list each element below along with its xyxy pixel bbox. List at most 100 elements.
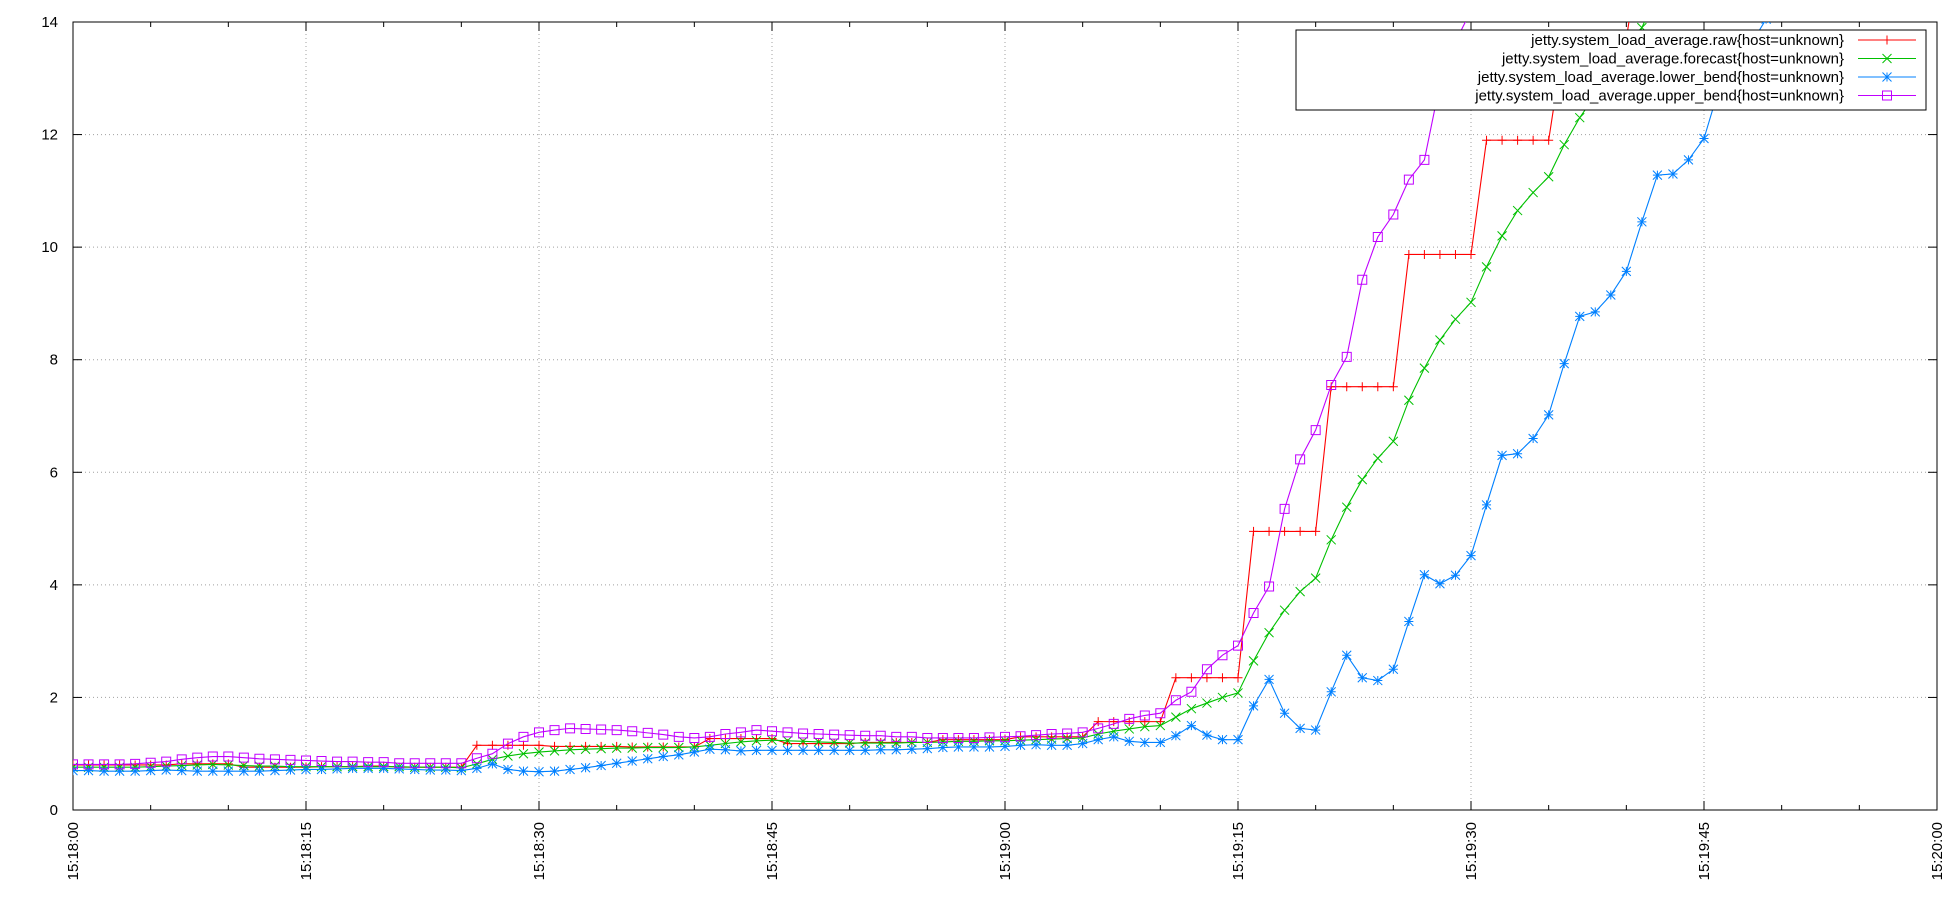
data-point (736, 737, 746, 747)
data-point (751, 745, 762, 756)
data-point (1310, 725, 1321, 735)
data-point (1528, 433, 1538, 444)
data-point (627, 743, 638, 753)
legend-swatch-marker (1882, 90, 1892, 101)
data-point (1326, 686, 1337, 697)
data-point (1124, 736, 1135, 747)
data-point (549, 746, 560, 756)
y-tick-label: 6 (50, 464, 58, 481)
series-group (73, 22, 1771, 777)
data-point (73, 759, 78, 770)
data-point (456, 765, 467, 776)
data-point (813, 729, 824, 740)
data-point (1000, 731, 1010, 742)
data-point (487, 748, 498, 759)
data-point (1310, 573, 1321, 583)
data-point (1341, 502, 1352, 513)
series-3 (73, 22, 1771, 777)
data-point (114, 759, 125, 770)
data-point (1186, 703, 1197, 714)
data-point (1264, 581, 1275, 592)
data-point (73, 765, 78, 776)
data-point (642, 753, 653, 764)
data-point (1217, 692, 1228, 703)
legend-swatch-marker (1882, 72, 1892, 82)
data-point (83, 765, 94, 776)
data-point (922, 743, 933, 754)
data-point (1435, 335, 1445, 345)
data-point (1497, 450, 1507, 461)
grid-lines (73, 22, 1937, 810)
data-point (642, 742, 653, 753)
data-point (487, 758, 498, 769)
data-point (332, 756, 343, 767)
legend-box (1295, 29, 1927, 111)
data-point (1233, 640, 1243, 651)
data-point (99, 766, 109, 777)
data-point (1233, 734, 1243, 745)
data-point (1264, 674, 1274, 685)
data-point (254, 766, 265, 777)
x-tick-label: 15:20:00 (1929, 822, 1946, 880)
data-point (1341, 650, 1352, 661)
data-point (1419, 569, 1430, 580)
data-point (953, 742, 964, 752)
data-point (829, 745, 839, 756)
data-point (1574, 112, 1585, 123)
data-point (83, 759, 94, 770)
data-point (301, 755, 311, 766)
data-point (1093, 717, 1103, 727)
data-point (627, 726, 638, 737)
data-point (472, 740, 482, 750)
data-point (1761, 22, 1771, 25)
data-point (1249, 526, 1259, 536)
data-point (689, 732, 700, 743)
data-point (192, 766, 203, 777)
y-tick-label: 8 (50, 352, 58, 369)
data-point (705, 744, 715, 755)
legend-swatch-marker (1882, 35, 1892, 45)
data-point (534, 727, 544, 738)
plot-frame (72, 21, 1938, 811)
data-point (145, 757, 156, 768)
data-point (1248, 608, 1259, 618)
data-point (906, 744, 917, 755)
data-point (1388, 382, 1398, 392)
data-point (1357, 474, 1368, 485)
data-point (192, 752, 203, 763)
data-point (1528, 135, 1538, 145)
data-point (1559, 358, 1570, 369)
data-point (1202, 730, 1212, 740)
data-point (875, 730, 886, 741)
data-point (1186, 686, 1197, 697)
data-point (1108, 718, 1119, 729)
data-point (1435, 578, 1445, 589)
data-point (301, 764, 311, 775)
data-point (534, 766, 544, 777)
data-point (658, 742, 669, 753)
data-point (425, 758, 436, 769)
data-point (1481, 500, 1492, 510)
data-point (596, 743, 606, 754)
data-point (953, 732, 964, 743)
data-point (1419, 249, 1429, 259)
data-point (565, 764, 575, 775)
data-point (1512, 205, 1523, 216)
data-point (1062, 728, 1073, 739)
data-point (1077, 738, 1088, 749)
data-point (875, 744, 886, 755)
data-point (1279, 503, 1290, 514)
data-point (860, 745, 871, 756)
data-point (1031, 730, 1042, 741)
data-point (751, 734, 761, 744)
data-point (1201, 664, 1212, 675)
data-point (844, 730, 855, 741)
data-point (518, 766, 529, 777)
data-point (1543, 171, 1554, 182)
data-point (673, 749, 684, 760)
data-point (1062, 740, 1072, 751)
data-point (689, 742, 700, 752)
x-tick-label: 15:18:00 (65, 822, 82, 880)
data-point (114, 766, 125, 777)
